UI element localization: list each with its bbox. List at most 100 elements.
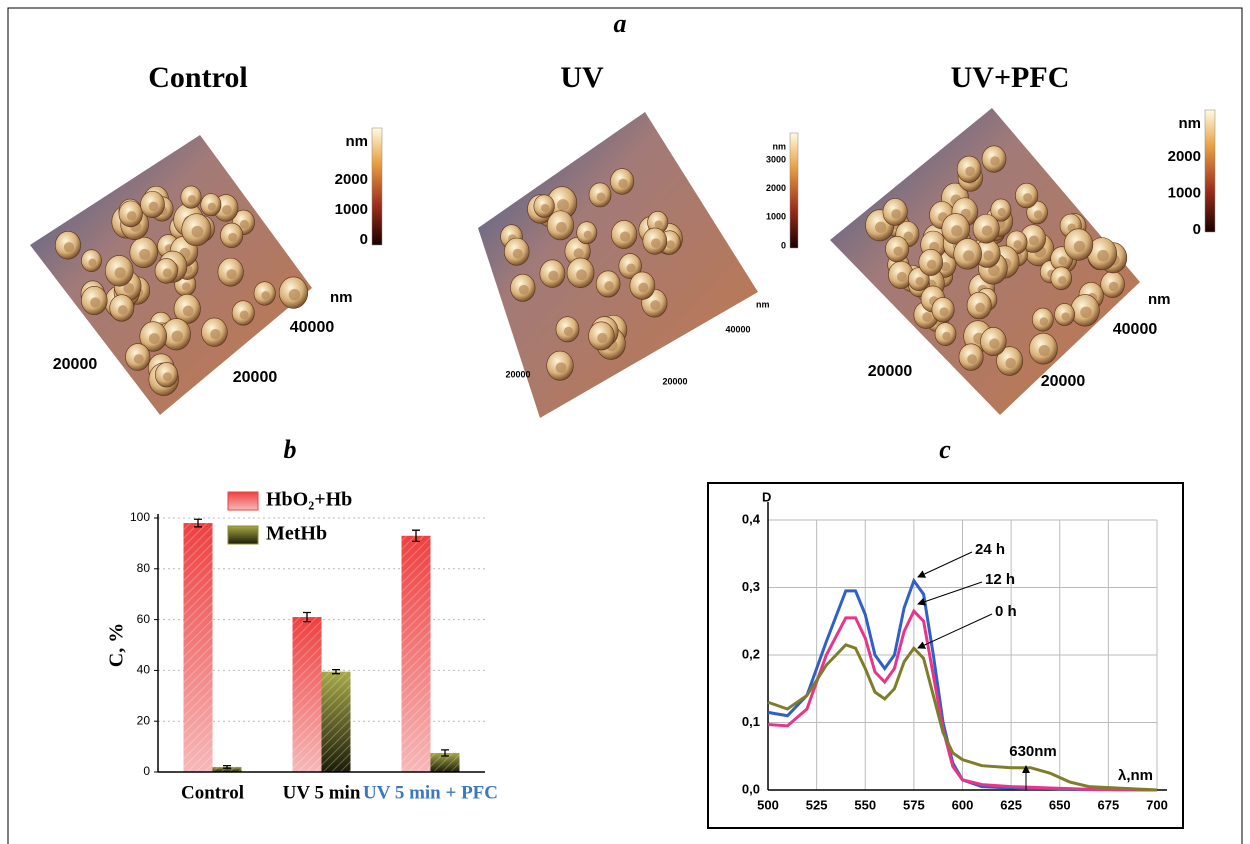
cell-center (922, 312, 932, 322)
colorbar-tick-label: 2000 (335, 171, 368, 188)
colorbar-tick-label: 1000 (335, 201, 368, 218)
cell-center (891, 209, 901, 219)
annotation-arrow (918, 582, 982, 604)
axis-tick-label: 40000 (725, 324, 750, 334)
x-tick-label: 625 (1000, 797, 1022, 812)
y-tick-label: 80 (137, 561, 151, 575)
cell-center (240, 220, 249, 229)
cell-center (1039, 345, 1050, 356)
x-tick-label: 575 (903, 797, 925, 812)
y-tick-label: 100 (130, 510, 150, 524)
cell-center (875, 222, 886, 233)
cell-center (940, 307, 949, 316)
cell-center (627, 264, 636, 273)
cell-center (998, 208, 1006, 216)
x-tick-label: 650 (1049, 797, 1071, 812)
cell-center (172, 331, 183, 342)
line-annotation: 12 h (985, 571, 1015, 588)
y-tick-label: 0,3 (742, 579, 760, 594)
cell-center (942, 332, 950, 340)
colorbar-tick-label: 0 (781, 240, 786, 250)
bar-hatch (402, 536, 431, 772)
cell-center (541, 204, 549, 212)
cell-center (228, 233, 237, 242)
colorbar-tick-label: 2000 (1168, 148, 1201, 165)
cell-center (574, 248, 584, 258)
colorbar-unit: nm (1179, 115, 1202, 132)
x-tick-label: 675 (1098, 797, 1120, 812)
cell-center (1074, 241, 1085, 252)
axis-tick-label: 40000 (290, 319, 335, 336)
cell-center (620, 231, 630, 241)
cell-center (651, 238, 661, 248)
axis-unit: nm (330, 289, 353, 306)
cell-center (965, 166, 975, 176)
cell-center (983, 250, 993, 260)
cell-center (584, 231, 592, 239)
legend-label: HbO₂+Hb (266, 489, 352, 511)
x-tick-label: 700 (1146, 797, 1168, 812)
cell-center (149, 202, 159, 212)
cell-center (1023, 193, 1032, 202)
image-title: UV (560, 61, 604, 94)
bar-hatch (184, 523, 213, 772)
cell-center (982, 225, 993, 236)
cell-center (556, 362, 567, 373)
x-tick-label: 600 (952, 797, 974, 812)
cell-center (963, 250, 974, 261)
x-tick-label: UV 5 min + PFC (363, 782, 498, 803)
colorbar-unit: nm (346, 133, 369, 150)
y-tick-label: 0 (143, 764, 150, 778)
cell-center (134, 354, 144, 364)
cell-center (1013, 240, 1021, 248)
y-tick-label: 20 (137, 713, 151, 727)
image-title: UV+PFC (951, 61, 1070, 94)
cell-center (1080, 307, 1091, 318)
cell-center (188, 195, 196, 203)
cell-center (1109, 282, 1119, 292)
cell-center (118, 305, 128, 315)
line-annotation: 0 h (995, 603, 1017, 620)
cell-center (650, 300, 660, 310)
image-title: Control (148, 61, 247, 94)
colorbar (790, 133, 798, 248)
colorbar-tick-label: 1000 (766, 212, 786, 222)
axis-tick-label: 20000 (1041, 373, 1086, 390)
colorbar-tick-label: 1000 (1168, 184, 1201, 201)
cell-center (576, 269, 587, 280)
cell-center (618, 179, 627, 188)
cell-center (666, 240, 675, 249)
y-tick-label: 0,0 (742, 781, 760, 796)
cell-center (227, 269, 237, 279)
cell-center (182, 282, 190, 290)
y-tick-label: 40 (137, 663, 151, 677)
y-axis-label: D (762, 489, 771, 504)
axis-tick-label: 20000 (868, 363, 913, 380)
y-axis-label: C, % (106, 623, 128, 667)
cell-center (1097, 250, 1109, 262)
colorbar (1205, 110, 1215, 232)
bar-hatch (293, 617, 322, 772)
cell-center (564, 327, 573, 336)
cell-center (604, 281, 614, 291)
cell-center (240, 311, 249, 320)
axis-unit: nm (1148, 291, 1171, 308)
cell-center (989, 338, 999, 348)
x-axis-label: λ,nm (1118, 767, 1153, 784)
cell-center (557, 199, 569, 211)
cell-center (64, 242, 74, 252)
colorbar-unit: nm (773, 141, 787, 151)
cell-center (1062, 312, 1070, 320)
panel-label: a (614, 9, 627, 38)
y-tick-label: 60 (137, 612, 151, 626)
y-tick-label: 0,2 (742, 646, 760, 661)
cell-center (1058, 256, 1067, 265)
panel-label: c (939, 435, 951, 464)
cell-center (897, 272, 907, 282)
cell-center (127, 211, 136, 220)
cell-center (893, 246, 902, 255)
cell-center (967, 354, 977, 364)
cell-center (638, 283, 648, 293)
cell-center (916, 277, 924, 285)
cell-center (548, 271, 558, 281)
